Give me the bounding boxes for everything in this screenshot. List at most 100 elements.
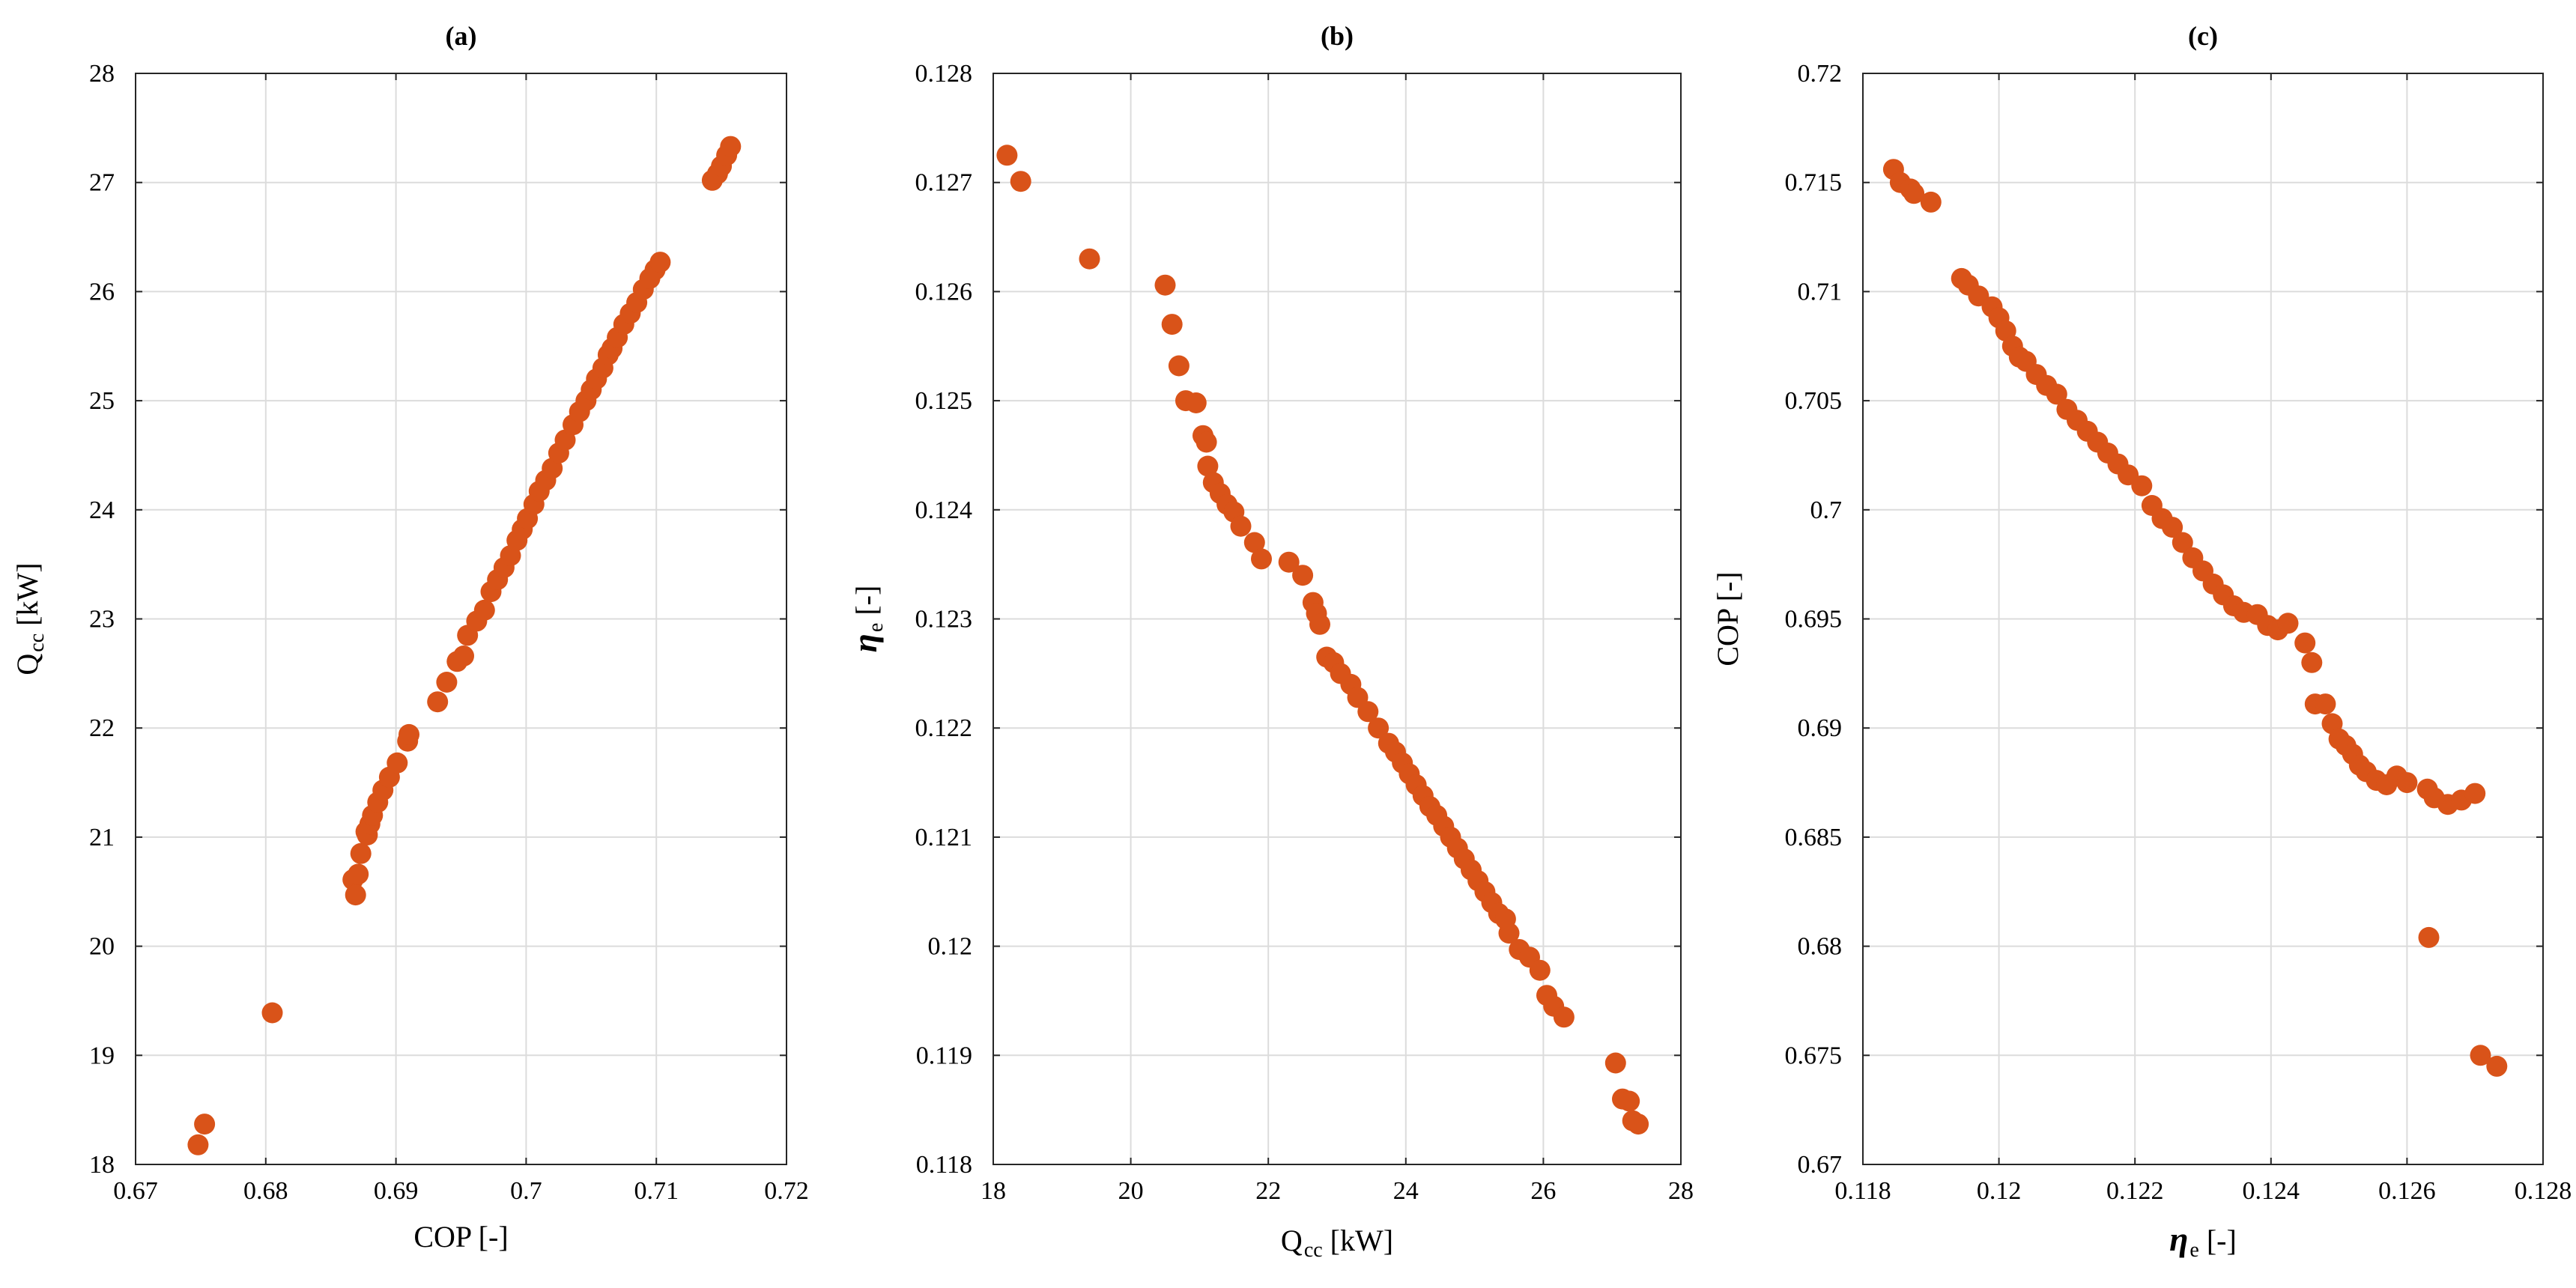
chart-c-points xyxy=(1882,159,2508,1077)
chart-a-point xyxy=(427,691,449,713)
chart-c-point xyxy=(2294,632,2316,654)
chart-b-point xyxy=(1195,431,1217,453)
chart-b-points xyxy=(996,145,1649,1135)
chart-a-point xyxy=(348,863,369,885)
chart-a-xtick-label: 0.7 xyxy=(510,1177,542,1205)
chart-b-xlabel: Qcc [kW] xyxy=(1281,1224,1393,1262)
chart-b-xtick-label: 18 xyxy=(981,1177,1006,1205)
chart-b-ylabel: ηe [-] xyxy=(846,586,888,653)
chart-c-point xyxy=(2172,532,2193,553)
chart-c-point xyxy=(2162,517,2183,538)
chart-c-point xyxy=(2418,926,2440,948)
chart-b-xtick-label: 22 xyxy=(1255,1177,1281,1205)
chart-b-point xyxy=(1278,551,1300,573)
chart-b-point xyxy=(1498,923,1520,944)
chart-b-point xyxy=(1154,274,1176,296)
chart-b-point xyxy=(1243,532,1265,553)
chart-a-point xyxy=(436,672,458,693)
chart-c-ytick-label: 0.685 xyxy=(1785,824,1843,851)
chart-a-point xyxy=(473,599,495,621)
chart-c-point xyxy=(2046,383,2067,405)
chart-b-ytick-label: 0.127 xyxy=(915,169,973,197)
chart-a-ytick-label: 27 xyxy=(89,169,115,197)
chart-b-point xyxy=(1368,717,1389,739)
chart-b-point xyxy=(1529,959,1551,981)
chart-a-point xyxy=(453,645,474,666)
chart-b-ytick-label: 0.126 xyxy=(915,278,973,306)
chart-b-point xyxy=(1357,701,1379,723)
chart-b-ytick-label: 0.12 xyxy=(928,933,973,961)
chart-b-point xyxy=(1230,515,1252,537)
chart-b-point xyxy=(1604,1052,1626,1074)
chart-b-xtick-label: 24 xyxy=(1393,1177,1419,1205)
chart-c-point xyxy=(2396,772,2418,794)
chart-a-title: (a) xyxy=(446,21,477,51)
chart-b-point xyxy=(1251,548,1272,570)
chart-b-point xyxy=(996,145,1018,166)
panel-a: 0.67 0.68 0.69 0.7 0.71 0.72 18 19 20 21 22 23 24 25 2… xyxy=(10,21,809,1254)
chart-a-point xyxy=(649,252,671,273)
chart-b-point xyxy=(1010,171,1031,192)
chart-c-xtick-label: 0.128 xyxy=(2515,1177,2572,1205)
chart-a-points xyxy=(187,136,742,1155)
chart-a-ytick-label: 21 xyxy=(89,824,115,851)
chart-c-point xyxy=(2470,1045,2491,1066)
chart-c-xtick-label: 0.118 xyxy=(1834,1177,1891,1205)
chart-a-xlabel: COP [-] xyxy=(413,1220,508,1254)
chart-c-point xyxy=(2277,613,2299,634)
chart-c-ytick-label: 0.675 xyxy=(1785,1042,1843,1069)
chart-b-point xyxy=(1292,565,1314,586)
chart-b-point xyxy=(1197,455,1219,477)
chart-b-xtick-label: 20 xyxy=(1118,1177,1144,1205)
chart-b-xtick-label: 26 xyxy=(1530,1177,1556,1205)
chart-a-xtick-label: 0.72 xyxy=(764,1177,809,1205)
chart-a-xtick-label: 0.71 xyxy=(634,1177,679,1205)
chart-a-ylabel: Qcc [kW] xyxy=(10,562,49,675)
chart-a-ytick-label: 20 xyxy=(89,933,115,961)
chart-a-ytick-label: 24 xyxy=(89,496,115,524)
chart-c-ytick-label: 0.69 xyxy=(1798,714,1843,742)
chart-c-title: (c) xyxy=(2188,21,2218,51)
chart-b-ytick-label: 0.124 xyxy=(915,496,973,524)
chart-a-xtick-label: 0.68 xyxy=(243,1177,288,1205)
chart-a-point xyxy=(720,136,742,157)
chart-a-ytick-label: 22 xyxy=(89,714,115,742)
chart-a-point xyxy=(345,884,366,906)
chart-a-point xyxy=(194,1114,216,1135)
chart-b-ytick-label: 0.123 xyxy=(915,606,973,634)
chart-b-ytick-label: 0.128 xyxy=(915,60,973,88)
chart-c-point xyxy=(1903,183,1925,204)
chart-a-ytick-label: 19 xyxy=(89,1042,115,1069)
chart-c-ylabel: COP [-] xyxy=(1711,571,1745,666)
chart-a-ytick-label: 25 xyxy=(89,387,115,415)
chart-b-grid xyxy=(993,73,1681,1164)
chart-b-point xyxy=(1628,1114,1649,1135)
chart-b-point xyxy=(1309,613,1330,635)
chart-c-xtick-label: 0.12 xyxy=(1977,1177,2022,1205)
chart-a-ytick-label: 18 xyxy=(89,1151,115,1179)
chart-c-point xyxy=(1920,191,1942,213)
chart-a-xtick-label: 0.69 xyxy=(374,1177,419,1205)
chart-a-ytick-label: 26 xyxy=(89,278,115,306)
chart-c-grid xyxy=(1863,73,2543,1164)
chart-c-ytick-label: 0.67 xyxy=(1798,1151,1843,1179)
chart-b-point xyxy=(1553,1006,1575,1028)
chart-a-xtick-label: 0.67 xyxy=(113,1177,158,1205)
chart-b-point xyxy=(1161,314,1183,335)
chart-c-xtick-label: 0.126 xyxy=(2378,1177,2436,1205)
chart-c-point xyxy=(2301,651,2323,673)
chart-c-ytick-label: 0.72 xyxy=(1798,60,1843,88)
chart-c-ytick-label: 0.68 xyxy=(1798,933,1843,961)
chart-a-point xyxy=(398,723,419,745)
chart-b-point xyxy=(1185,392,1207,413)
chart-a-point xyxy=(350,842,372,864)
chart-c-xtick-label: 0.124 xyxy=(2243,1177,2300,1205)
chart-b-ytick-label: 0.118 xyxy=(916,1151,972,1179)
chart-c-point xyxy=(2131,475,2153,496)
chart-c-xlabel: ηe [-] xyxy=(2169,1220,2237,1262)
chart-a-point xyxy=(187,1134,209,1155)
chart-c-xtick-label: 0.122 xyxy=(2106,1177,2164,1205)
chart-b-xtick-label: 28 xyxy=(1668,1177,1694,1205)
chart-a-ytick-label: 28 xyxy=(89,60,115,88)
